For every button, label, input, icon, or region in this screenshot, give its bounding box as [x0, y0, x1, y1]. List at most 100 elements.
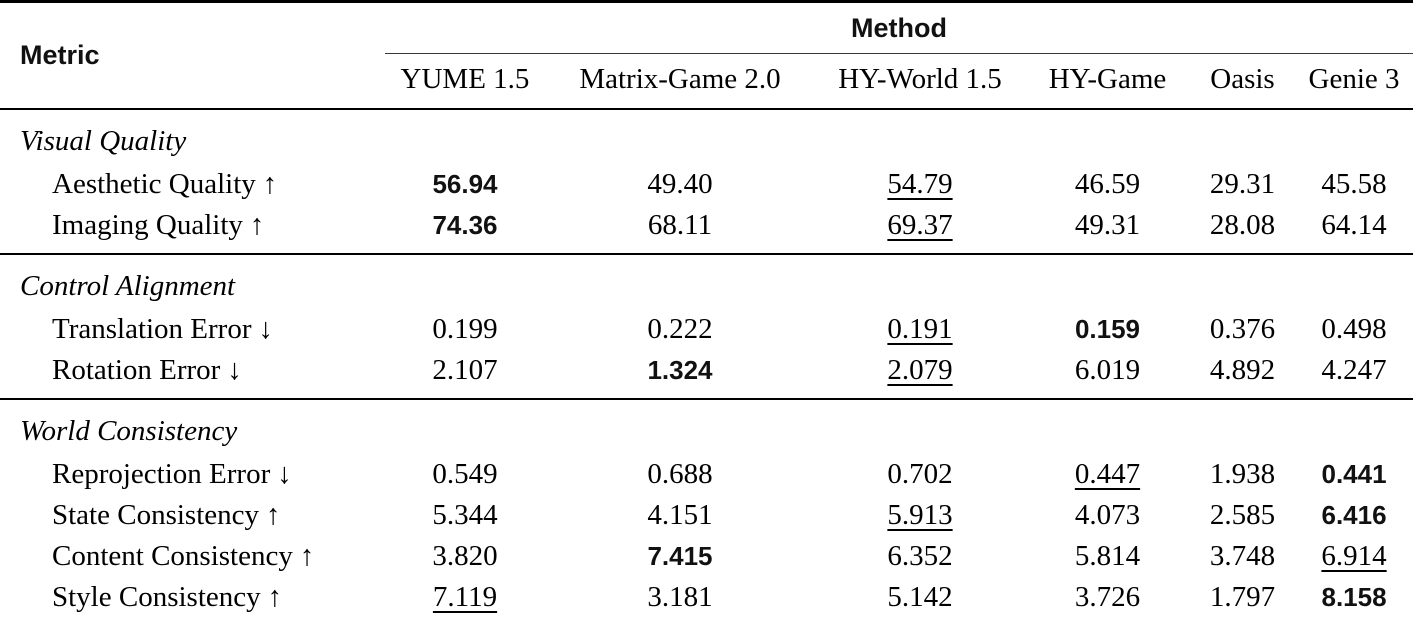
table-row-aesthetic-quality: Aesthetic Quality ↑ 56.94 49.40 54.79 46.… [0, 164, 1413, 205]
metric-column-header: Metric [0, 1, 385, 110]
value-cell: 0.222 [647, 313, 713, 345]
value-cell: 46.59 [1074, 168, 1141, 200]
value-cell: 49.31 [1074, 209, 1141, 241]
up-arrow-icon: ↑ [266, 499, 281, 531]
metric-label-cell: Rotation Error ↓ [0, 350, 385, 399]
value-cell: 5.142 [887, 581, 953, 613]
value-cell: 7.415 [647, 541, 713, 571]
value-cell: 6.914 [1321, 540, 1387, 572]
table-row-state-consistency: State Consistency ↑ 5.344 4.151 5.913 4.0… [0, 495, 1413, 536]
up-arrow-icon: ↑ [262, 168, 278, 200]
value-cell: 29.31 [1209, 168, 1276, 200]
value-cell: 5.344 [432, 499, 498, 531]
value-cell: 0.441 [1321, 459, 1387, 489]
column-header-genie: Genie 3 [1295, 53, 1413, 110]
metric-label-cell: Aesthetic Quality ↑ [0, 164, 385, 205]
metric-label-cell: Reprojection Error ↓ [0, 454, 385, 495]
method-columns-row: YUME 1.5 Matrix-Game 2.0 HY-World 1.5 HY… [0, 53, 1413, 110]
table-body: Visual Quality Aesthetic Quality ↑ 56.94 … [0, 109, 1413, 618]
section-title: Control Alignment [0, 253, 1413, 309]
value-cell: 74.36 [432, 210, 498, 240]
value-cell: 3.726 [1074, 581, 1141, 613]
value-cell: 2.079 [887, 354, 953, 386]
benchmark-results-table: Metric Method YUME 1.5 Matrix-Game 2.0 H… [0, 0, 1413, 618]
column-header-matrix-game: Matrix-Game 2.0 [545, 53, 815, 110]
down-arrow-icon: ↓ [277, 458, 292, 490]
value-cell: 3.748 [1209, 540, 1276, 572]
up-arrow-icon: ↑ [267, 581, 283, 613]
metric-label-cell: Translation Error ↓ [0, 309, 385, 350]
value-cell: 0.159 [1074, 314, 1141, 344]
value-cell: 5.814 [1074, 540, 1141, 572]
metric-label-cell: Content Consistency ↑ [0, 536, 385, 577]
value-cell: 4.892 [1209, 354, 1276, 386]
metric-label: Style Consistency [52, 581, 261, 613]
metric-label: Reprojection Error [52, 458, 271, 490]
value-cell: 0.447 [1074, 458, 1141, 490]
value-cell: 49.40 [647, 168, 713, 200]
section-row-control-alignment: Control Alignment [0, 253, 1413, 309]
value-cell: 0.688 [647, 458, 713, 490]
column-header-hy-world: HY-World 1.5 [815, 53, 1025, 110]
value-cell: 4.247 [1321, 354, 1387, 386]
value-cell: 0.549 [432, 458, 498, 490]
table-row-translation-error: Translation Error ↓ 0.199 0.222 0.191 0.1… [0, 309, 1413, 350]
table-row-imaging-quality: Imaging Quality ↑ 74.36 68.11 69.37 49.31… [0, 205, 1413, 254]
value-cell: 1.324 [647, 355, 713, 385]
value-cell: 4.151 [647, 499, 713, 531]
value-cell: 2.107 [432, 354, 498, 386]
value-cell: 0.498 [1321, 313, 1387, 345]
table-row-rotation-error: Rotation Error ↓ 2.107 1.324 2.079 6.019 … [0, 350, 1413, 399]
down-arrow-icon: ↓ [227, 354, 242, 386]
value-cell: 28.08 [1209, 209, 1276, 241]
column-header-oasis: Oasis [1190, 53, 1295, 110]
value-cell: 6.019 [1074, 354, 1141, 386]
value-cell: 7.119 [432, 581, 498, 613]
section-row-world-consistency: World Consistency [0, 398, 1413, 454]
metric-label: State Consistency [52, 499, 260, 531]
value-cell: 0.199 [432, 313, 498, 345]
metric-label-cell: Imaging Quality ↑ [0, 205, 385, 254]
metric-label-cell: State Consistency ↑ [0, 495, 385, 536]
down-arrow-icon: ↓ [258, 313, 274, 345]
table-row-reprojection-error: Reprojection Error ↓ 0.549 0.688 0.702 0.… [0, 454, 1413, 495]
value-cell: 8.158 [1321, 582, 1387, 612]
method-group-header: Method [385, 1, 1413, 54]
metric-label: Rotation Error [52, 354, 221, 386]
value-cell: 0.191 [887, 313, 953, 345]
section-title: World Consistency [0, 398, 1413, 454]
column-header-yume: YUME 1.5 [385, 53, 545, 110]
value-cell: 64.14 [1321, 209, 1387, 241]
metric-label: Translation Error [52, 313, 252, 345]
value-cell: 5.913 [887, 499, 953, 531]
value-cell: 69.37 [887, 209, 953, 241]
value-cell: 1.797 [1209, 581, 1276, 613]
value-cell: 54.79 [887, 168, 953, 200]
up-arrow-icon: ↑ [249, 209, 265, 241]
section-row-visual-quality: Visual Quality [0, 109, 1413, 164]
value-cell: 0.376 [1209, 313, 1276, 345]
value-cell: 6.416 [1321, 500, 1387, 530]
value-cell: 3.820 [432, 540, 498, 572]
value-cell: 6.352 [887, 540, 953, 572]
table-row-content-consistency: Content Consistency ↑ 3.820 7.415 6.352 5… [0, 536, 1413, 577]
value-cell: 1.938 [1209, 458, 1276, 490]
value-cell: 45.58 [1321, 168, 1387, 200]
group-header-row: Metric Method [0, 1, 1413, 110]
metric-label: Aesthetic Quality [52, 168, 256, 200]
column-header-hy-game: HY-Game [1025, 53, 1190, 110]
value-cell: 4.073 [1074, 499, 1141, 531]
value-cell: 3.181 [647, 581, 713, 613]
table-header: Metric Method YUME 1.5 Matrix-Game 2.0 H… [0, 1, 1413, 110]
table-row-style-consistency: Style Consistency ↑ 7.119 3.181 5.142 3.7… [0, 577, 1413, 618]
value-cell: 0.702 [887, 458, 953, 490]
metric-label: Imaging Quality [52, 209, 243, 241]
metric-label-cell: Style Consistency ↑ [0, 577, 385, 618]
value-cell: 68.11 [647, 209, 713, 241]
up-arrow-icon: ↑ [299, 540, 315, 572]
value-cell: 56.94 [432, 169, 498, 199]
metric-label: Content Consistency [52, 540, 293, 572]
value-cell: 2.585 [1209, 499, 1276, 531]
section-title: Visual Quality [20, 125, 187, 157]
